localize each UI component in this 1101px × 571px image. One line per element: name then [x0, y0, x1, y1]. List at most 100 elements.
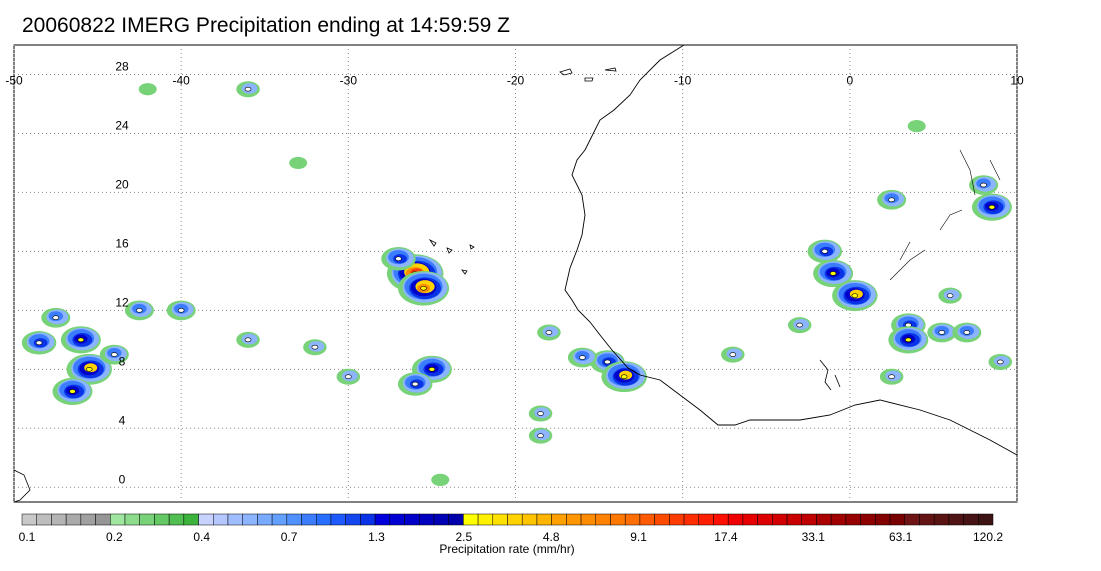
- precip-core: [311, 344, 319, 350]
- colorbar-swatch: [418, 513, 435, 526]
- precip-core: [177, 308, 185, 313]
- colorbar-swatch: [80, 513, 96, 526]
- colorbar-swatch: [580, 513, 597, 526]
- colorbar-swatch: [360, 513, 376, 526]
- colorbar-swatch: [860, 513, 876, 526]
- precip-ring: [907, 119, 926, 133]
- colorbar-swatch: [727, 513, 744, 526]
- colorbar-tick-label: 4.8: [543, 530, 560, 544]
- colorbar-swatch: [139, 513, 155, 526]
- precip-core: [395, 256, 402, 262]
- precip-core: [579, 355, 586, 360]
- precip-core: [729, 352, 737, 357]
- colorbar-swatch: [978, 513, 994, 526]
- colorbar-swatch: [963, 513, 979, 526]
- colorbar-swatch: [566, 513, 582, 526]
- precip-core: [69, 389, 76, 394]
- colorbar-swatch: [227, 513, 243, 526]
- colorbar-swatch: [551, 513, 567, 526]
- colorbar-swatch: [610, 513, 626, 526]
- colorbar-swatch: [521, 513, 538, 526]
- precip-core: [620, 374, 628, 379]
- colorbar-swatch: [301, 513, 317, 526]
- colorbar-swatch: [536, 513, 552, 526]
- colorbar-swatch: [213, 513, 229, 526]
- precip-cells: [21, 81, 1013, 487]
- precip-core: [420, 285, 427, 291]
- precipitation-map: -50 -40 -30 -20 -10 0 10 28 24 20 16 12 8 4 0: [5, 44, 1024, 503]
- lat-tick-label: 16: [115, 236, 129, 250]
- colorbar-swatch: [933, 513, 950, 526]
- colorbar-swatch: [786, 513, 802, 526]
- precip-core: [996, 359, 1004, 365]
- colorbar-swatch: [757, 513, 773, 526]
- colorbar-tick-label: 0.7: [281, 530, 298, 544]
- precip-ring: [289, 156, 308, 170]
- precip-core: [77, 337, 85, 343]
- lon-tick-label: -50: [5, 73, 23, 87]
- lon-tick-label: -30: [340, 73, 358, 87]
- precip-core: [796, 322, 803, 328]
- colorbar-swatch: [654, 513, 670, 526]
- precip-core: [244, 337, 252, 343]
- colorbar-swatch: [639, 513, 655, 526]
- colorbar-swatch: [816, 513, 832, 526]
- precip-core: [35, 340, 43, 346]
- south-america-coast: [14, 469, 31, 502]
- precip-core: [829, 271, 837, 276]
- africa-coastline: [564, 45, 1017, 456]
- precip-core: [946, 293, 954, 298]
- colorbar-tick-label: 33.1: [802, 530, 826, 544]
- precip-core: [851, 293, 859, 298]
- precip-core: [52, 315, 60, 321]
- colorbar-swatch: [95, 513, 111, 526]
- colorbar-swatch: [830, 513, 847, 526]
- precip-core: [85, 367, 93, 372]
- colorbar-swatch: [595, 513, 611, 526]
- lat-tick-label: 8: [119, 354, 126, 368]
- colorbar-swatch: [110, 513, 126, 526]
- precip-core: [888, 374, 895, 379]
- colorbar-swatch: [875, 513, 891, 526]
- precip-core: [821, 249, 829, 254]
- lat-tick-label: 0: [119, 472, 126, 486]
- colorbar-swatch: [183, 513, 199, 526]
- precip-ring: [431, 473, 450, 487]
- colorbar-swatch: [463, 513, 479, 526]
- precip-core: [428, 367, 436, 372]
- lon-tick-label: 10: [1010, 73, 1024, 87]
- precip-core: [888, 197, 895, 203]
- lake-volta: [819, 359, 841, 391]
- precip-core: [136, 308, 143, 313]
- colorbar-tick-label: 120.2: [973, 530, 1003, 544]
- lon-tick-label: -40: [172, 73, 190, 87]
- colorbar-swatch: [345, 513, 361, 526]
- precip-core: [537, 433, 544, 438]
- colorbar-swatch: [124, 513, 140, 526]
- inland-rivers: [889, 149, 1001, 281]
- colorbar-swatch: [242, 513, 258, 526]
- colorbar-swatch: [507, 513, 523, 526]
- colorbar-swatch: [698, 513, 714, 526]
- colorbar-swatch: [271, 513, 288, 526]
- precip-core: [537, 411, 544, 416]
- lon-tick-label: -10: [674, 73, 692, 87]
- colorbar-swatch: [624, 513, 641, 526]
- colorbar-swatch: [448, 513, 464, 526]
- map-gridlines: [13, 45, 1018, 502]
- precip-core: [988, 204, 996, 210]
- colorbar-swatch: [919, 513, 935, 526]
- precip-core: [938, 330, 946, 335]
- precip-core: [905, 337, 912, 343]
- lat-tick-label: 20: [115, 177, 129, 191]
- map-title: 20060822 IMERG Precipitation ending at 1…: [22, 14, 510, 37]
- colorbar-tick-label: 2.5: [455, 530, 472, 544]
- colorbar-swatch: [257, 513, 273, 526]
- colorbar-swatch: [168, 513, 185, 526]
- lat-tick-label: 24: [115, 118, 129, 132]
- colorbar-swatch: [154, 513, 170, 526]
- colorbar-swatch: [65, 513, 82, 526]
- precip-core: [545, 330, 553, 335]
- precip-core: [111, 352, 118, 357]
- cape-verde-islands: [428, 238, 475, 275]
